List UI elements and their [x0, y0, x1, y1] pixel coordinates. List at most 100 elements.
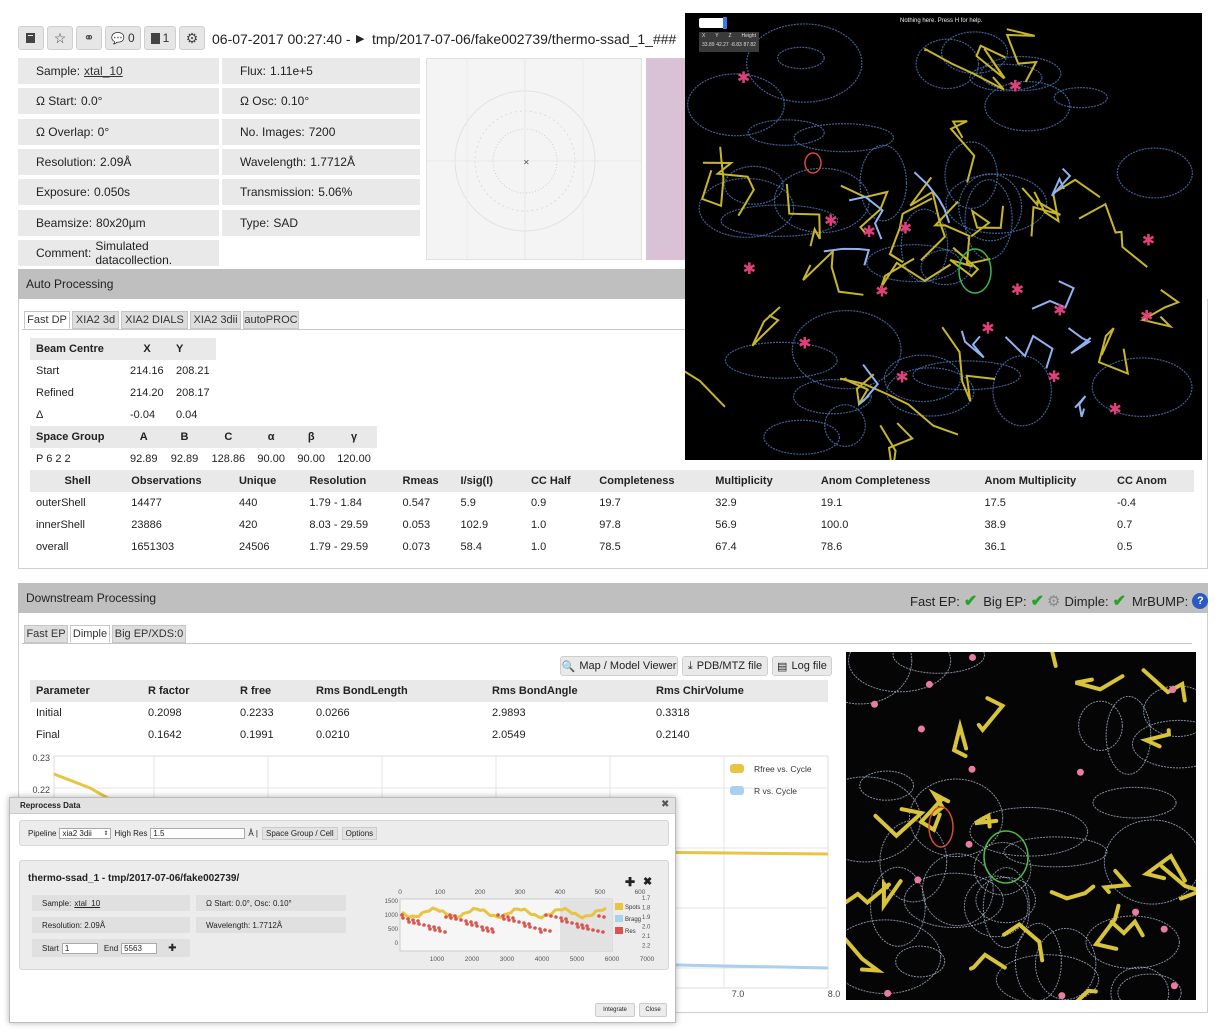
info-right-value: SAD — [273, 215, 299, 230]
refine-cell: 0.2140 — [656, 729, 690, 741]
ds-tab[interactable]: Big EP/XDS:0 — [112, 625, 186, 643]
shell-cell: 17.5 — [984, 497, 1006, 509]
diffraction-image[interactable]: ✕ — [426, 58, 642, 260]
space-group-button[interactable]: Space Group / Cell — [262, 826, 338, 840]
info-left-cell: Ω Start: 0.0° — [18, 88, 219, 115]
close-button[interactable]: Close — [639, 1003, 667, 1017]
dchart-res-point — [564, 917, 568, 921]
end-input[interactable]: 5563 — [121, 942, 158, 954]
dimple-water — [914, 876, 922, 884]
pdb-mtz-button[interactable]: ⤓ PDB/MTZ file — [682, 656, 768, 676]
help-icon[interactable]: ? — [1192, 593, 1209, 609]
log-file-button[interactable]: ▤ Log file — [772, 656, 832, 676]
integrate-button[interactable]: Integrate — [595, 1003, 635, 1017]
shell-cell: 1.0 — [530, 519, 547, 531]
dchart-res-point — [490, 927, 494, 931]
dchart-legend-label: Spots — [625, 905, 640, 911]
shell-header: Resolution — [309, 475, 367, 487]
fast-ep-check-icon: ✔ — [963, 593, 978, 610]
start-label: Start — [42, 943, 59, 953]
files-button[interactable]: 1 — [144, 26, 176, 50]
ap-tab[interactable]: XIA2 3dii — [190, 311, 241, 329]
ap-tab[interactable]: autoPROC — [243, 311, 299, 329]
dchart-res-point — [465, 922, 469, 926]
start-input[interactable]: 1 — [61, 942, 98, 954]
shell-header: Unique — [238, 475, 277, 487]
density-mesh — [1053, 87, 1108, 109]
ds-tab[interactable]: Dimple — [70, 625, 110, 643]
dimple-bond — [1139, 728, 1171, 749]
legend-swatch — [730, 764, 744, 773]
dchart-res-point — [581, 926, 585, 930]
auto-processing-header[interactable]: Auto Processing — [18, 269, 688, 299]
cell-header: β — [291, 426, 332, 448]
viewer-slider-thumb[interactable] — [723, 17, 727, 29]
dchart-res-point — [432, 925, 436, 929]
ds-tab[interactable]: Fast EP — [24, 625, 68, 643]
dchart-x-top-tick: 600 — [635, 889, 646, 896]
info-right-label: Transmission: — [240, 185, 315, 200]
reprocess-close-icon[interactable]: ✖ — [661, 799, 670, 810]
dimple-bond — [928, 788, 951, 817]
dataset-add-icon[interactable]: ✚ — [625, 875, 636, 889]
dchart-x-bottom-tick: 3000 — [500, 956, 515, 963]
shell-cell: 102.9 — [460, 519, 489, 531]
crystal-snapshot[interactable] — [646, 58, 688, 260]
density-mesh — [698, 177, 795, 238]
density-mesh — [1116, 147, 1193, 199]
high-res-input[interactable]: 1.5 — [150, 827, 246, 839]
shell-cell: 8.03 - 29.59 — [309, 519, 369, 531]
dchart-res-point — [427, 924, 431, 928]
ap-tab[interactable]: Fast DP — [24, 311, 70, 329]
gear-icon: ⚙ — [185, 29, 199, 46]
molecular-viewer[interactable]: ✱ ✱ ✱ ✱ ✱ ✱ ✱ ✱ ✱ ✱ ✱ ✱ ✱ ✱ ✱ ✱ Nothing here. Press H f… — [685, 13, 1202, 460]
dchart-res-point — [585, 924, 589, 928]
settings-button[interactable]: ⚙ — [179, 26, 205, 50]
dchart-res-point — [475, 924, 479, 928]
dimple-mesh — [995, 954, 1100, 1000]
reprocess-titlebar[interactable]: Reprocess Data ✖ — [10, 798, 675, 814]
info-right-label: Ω Osc: — [240, 94, 277, 109]
viewer-slider[interactable] — [699, 18, 727, 28]
sample-link[interactable]: xtal_10 — [84, 64, 123, 78]
beam-row: Refined 214.20 208.17 — [30, 382, 216, 404]
shell-cell: 24506 — [238, 541, 270, 553]
favourite-button[interactable]: ☆ — [47, 26, 73, 50]
pipeline-select[interactable]: xia2 3dii ⇕ — [59, 827, 112, 839]
model-bond — [802, 248, 864, 296]
dchart-res-point — [422, 923, 426, 927]
diff-density-green — [958, 248, 992, 294]
dataset-remove-icon[interactable]: ✖ — [643, 876, 653, 888]
dchart-res-point — [517, 920, 521, 924]
dataset-sample-label: Sample: — [42, 898, 72, 908]
dchart-x-top-tick: 500 — [595, 889, 606, 896]
dimple-mesh — [1105, 695, 1152, 775]
dimple-bond — [918, 796, 945, 833]
dchart-res-point — [575, 922, 579, 926]
notebook-button[interactable] — [18, 26, 44, 50]
shell-cell: 32.9 — [715, 497, 737, 509]
info-left-cell: Comment: Simulated datacollection. — [18, 239, 219, 267]
range-add-icon[interactable]: ✚ — [168, 942, 177, 954]
dataset-chart[interactable]: 0 100 200 300 400 500 600 1000 2000 3000 4000 5000 6… — [360, 885, 660, 969]
chart-y-tick: 0.22 — [32, 785, 50, 795]
refine-header: Rms BondAngle — [492, 685, 578, 697]
big-ep-label: Big EP: — [983, 593, 1027, 609]
expand-arrow-icon[interactable]: ▶ — [356, 33, 365, 45]
shell-header: Multiplicity — [715, 475, 773, 487]
downstream-header[interactable]: Downstream Processing — [18, 583, 1208, 613]
model-bond — [840, 184, 889, 234]
dchart-res-point — [501, 914, 505, 918]
beam-cell: 214.16 — [130, 365, 164, 377]
link-button[interactable]: ⚭ — [76, 26, 102, 50]
dataset-sample-link[interactable]: xtal_10 — [74, 898, 101, 908]
options-button[interactable]: Options — [341, 826, 378, 840]
map-viewer-button[interactable]: 🔍 Map / Model Viewer — [560, 656, 678, 676]
comments-button[interactable]: 💬 0 — [105, 26, 141, 50]
ap-tab[interactable]: XIA2 3d — [72, 311, 119, 329]
dchart-res-point — [601, 930, 605, 934]
ap-tab[interactable]: XIA2 DIALS — [121, 311, 188, 329]
beam-row: Start 214.16 208.21 — [30, 360, 216, 382]
model-bond-blue — [1004, 334, 1054, 369]
dimple-density-image[interactable] — [846, 652, 1196, 1000]
